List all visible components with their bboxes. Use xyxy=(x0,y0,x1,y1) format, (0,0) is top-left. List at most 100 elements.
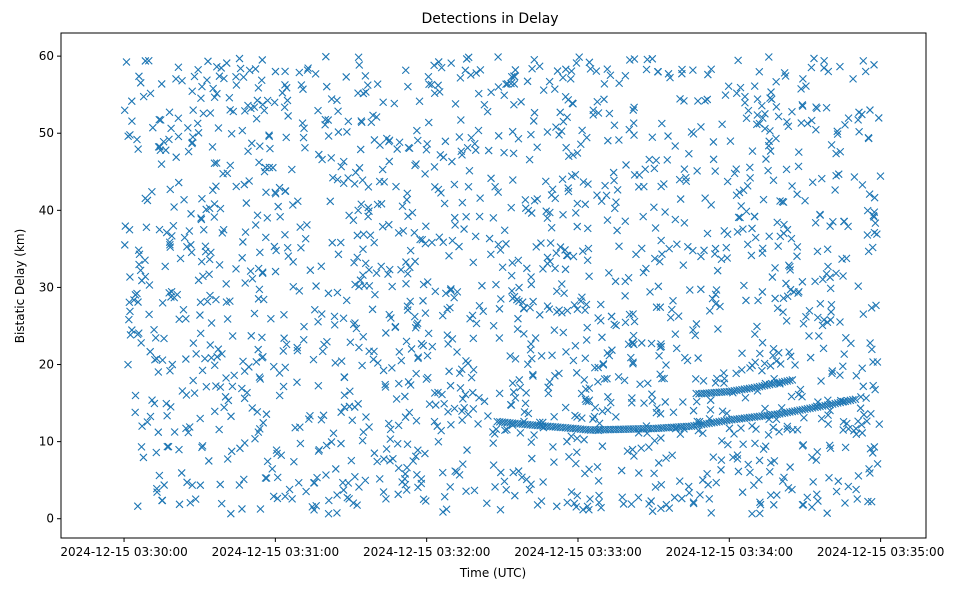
data-point xyxy=(733,451,742,460)
data-point xyxy=(779,308,787,317)
y-tick-label: 30 xyxy=(39,280,54,294)
data-point xyxy=(479,307,488,316)
data-point xyxy=(467,133,476,142)
data-point xyxy=(597,503,605,512)
data-point xyxy=(613,186,622,194)
data-point xyxy=(434,81,443,90)
data-point xyxy=(384,220,393,229)
data-point xyxy=(196,414,205,423)
data-point xyxy=(440,492,449,501)
data-point xyxy=(632,250,640,259)
data-point xyxy=(571,459,580,468)
data-point xyxy=(381,329,390,337)
data-point xyxy=(717,456,726,465)
data-point xyxy=(240,394,249,403)
x-axis-label: Time (UTC) xyxy=(459,566,526,580)
data-point xyxy=(560,289,569,298)
data-point xyxy=(621,217,630,226)
data-point xyxy=(529,117,538,125)
data-point xyxy=(318,347,327,356)
data-point xyxy=(260,106,269,115)
data-point xyxy=(645,155,654,164)
data-point xyxy=(266,144,274,153)
data-point xyxy=(569,99,577,108)
data-point xyxy=(627,398,636,407)
data-point xyxy=(354,399,363,408)
data-point xyxy=(646,288,654,296)
data-point xyxy=(782,279,790,288)
data-point xyxy=(448,334,457,343)
data-point xyxy=(216,204,225,213)
data-point xyxy=(521,399,530,408)
data-point xyxy=(439,508,447,516)
data-point xyxy=(572,448,581,457)
data-point xyxy=(458,407,466,415)
data-point xyxy=(475,212,484,221)
data-point xyxy=(371,290,379,299)
data-point xyxy=(528,64,536,73)
data-point xyxy=(174,114,183,123)
data-point xyxy=(306,266,315,275)
data-point xyxy=(489,213,498,222)
data-point xyxy=(365,265,373,274)
data-point xyxy=(773,304,782,313)
data-point xyxy=(349,216,358,225)
data-point xyxy=(580,435,588,444)
data-point xyxy=(265,132,274,141)
data-point xyxy=(314,150,323,159)
data-point xyxy=(303,66,312,74)
data-point xyxy=(849,74,857,83)
data-point xyxy=(359,428,368,436)
data-point xyxy=(350,258,358,267)
data-point xyxy=(779,294,788,303)
data-point xyxy=(464,53,473,62)
data-point xyxy=(817,377,825,385)
data-point xyxy=(689,498,698,506)
data-point xyxy=(785,348,794,357)
data-point xyxy=(146,347,155,356)
data-point xyxy=(766,458,775,467)
data-point xyxy=(271,188,280,197)
data-point xyxy=(635,171,644,179)
data-point xyxy=(298,119,307,128)
data-point xyxy=(699,376,708,385)
data-point xyxy=(475,301,484,310)
data-point xyxy=(788,107,796,116)
data-point xyxy=(395,138,404,147)
data-point xyxy=(783,225,792,234)
data-point xyxy=(852,371,861,380)
data-point xyxy=(327,95,336,103)
data-point xyxy=(543,302,552,311)
data-point xyxy=(723,254,732,262)
data-point xyxy=(450,293,459,302)
data-point xyxy=(314,381,323,390)
data-point xyxy=(248,404,257,412)
data-point xyxy=(779,198,788,206)
data-point xyxy=(691,374,700,383)
data-point xyxy=(539,265,547,273)
data-point xyxy=(871,219,880,228)
data-point xyxy=(687,128,696,136)
data-point xyxy=(511,66,520,74)
data-point xyxy=(494,240,503,249)
data-point xyxy=(545,77,554,86)
data-point xyxy=(187,248,196,257)
data-point xyxy=(732,89,741,98)
data-point xyxy=(401,413,410,422)
data-point xyxy=(651,224,660,232)
data-point xyxy=(401,470,410,478)
data-point xyxy=(350,180,359,188)
data-point xyxy=(803,493,812,502)
data-point xyxy=(714,325,722,333)
data-point xyxy=(191,495,200,503)
data-point xyxy=(776,232,785,241)
data-point xyxy=(458,416,467,425)
data-point xyxy=(402,258,410,266)
data-point xyxy=(174,178,183,187)
data-point xyxy=(142,223,151,232)
data-point xyxy=(418,235,427,244)
data-point xyxy=(165,238,174,247)
data-point xyxy=(256,505,265,513)
data-point xyxy=(134,246,143,255)
data-point xyxy=(283,243,292,252)
